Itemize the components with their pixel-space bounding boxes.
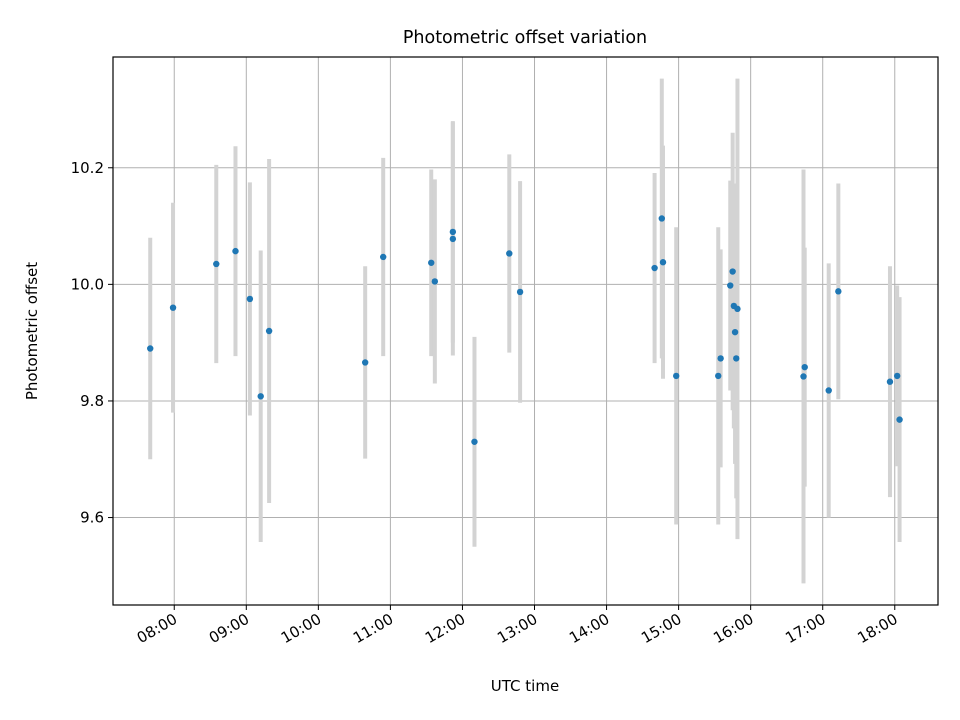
data-point bbox=[449, 235, 457, 243]
data-point bbox=[893, 372, 901, 380]
data-point bbox=[731, 328, 739, 336]
data-point bbox=[147, 345, 154, 352]
grid bbox=[113, 57, 938, 605]
data-point bbox=[169, 304, 177, 311]
data-point bbox=[835, 288, 842, 295]
data-point bbox=[886, 378, 894, 385]
data-point bbox=[734, 305, 741, 313]
data-point bbox=[257, 393, 264, 400]
x-axis-label: UTC time bbox=[491, 677, 559, 695]
data-point bbox=[673, 372, 680, 380]
data-point bbox=[471, 438, 478, 445]
chart-title: Photometric offset variation bbox=[403, 28, 647, 48]
y-tick-label: 9.8 bbox=[80, 392, 104, 410]
y-tick-label: 9.6 bbox=[80, 509, 104, 527]
data-point bbox=[659, 259, 667, 266]
data-point bbox=[213, 260, 220, 268]
data-point bbox=[733, 355, 740, 362]
data-point bbox=[379, 253, 387, 261]
data-point bbox=[265, 327, 273, 335]
data-point bbox=[651, 264, 658, 272]
data-point bbox=[361, 359, 369, 366]
data-point bbox=[449, 228, 457, 236]
data-point bbox=[715, 372, 722, 380]
data-point bbox=[246, 295, 254, 303]
data-point bbox=[232, 247, 239, 255]
data-point bbox=[516, 288, 524, 296]
data-point bbox=[800, 373, 807, 380]
data-point bbox=[896, 416, 903, 423]
data-point bbox=[717, 355, 724, 362]
data-point bbox=[506, 250, 513, 257]
data-point bbox=[727, 282, 734, 289]
y-tick-label: 10.2 bbox=[71, 159, 104, 177]
y-tick-label: 10.0 bbox=[71, 275, 104, 293]
data-point bbox=[729, 268, 736, 275]
y-axis: 9.6 9.8 10.0 10.2 bbox=[71, 159, 113, 527]
data-point bbox=[431, 278, 439, 285]
data-point bbox=[801, 363, 808, 371]
data-point bbox=[825, 387, 832, 394]
data-point bbox=[658, 215, 665, 222]
data-point bbox=[428, 259, 435, 266]
plot-area-frame bbox=[112, 56, 939, 606]
data-points bbox=[147, 215, 903, 445]
y-axis-label: Photometric offset bbox=[23, 262, 41, 400]
